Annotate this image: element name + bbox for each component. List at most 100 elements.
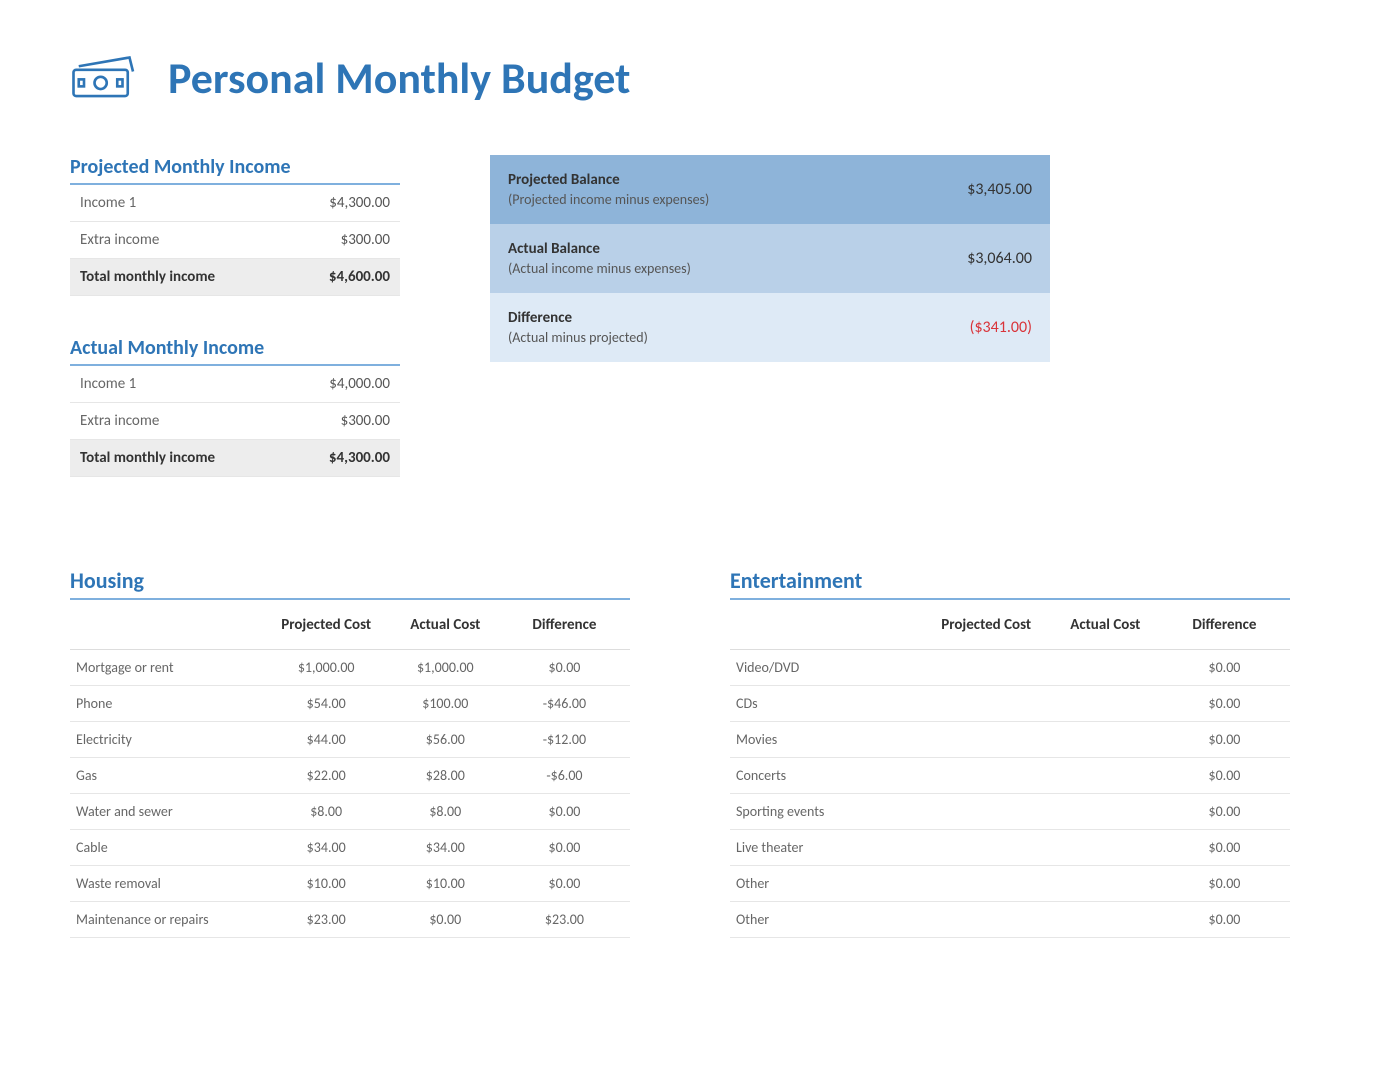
entertainment-row-diff: $0.00 xyxy=(1165,659,1284,676)
balance-row: Difference (Actual minus projected) ($341.… xyxy=(490,293,1050,362)
housing-row-actual: $0.00 xyxy=(386,911,505,928)
housing-row: Phone$54.00$100.00-$46.00 xyxy=(70,686,630,722)
actual-income-row-label: Extra income xyxy=(80,412,159,430)
balance-title: Projected Balance xyxy=(508,171,709,189)
col-difference: Difference xyxy=(1165,616,1284,635)
page-header: Personal Monthly Budget xyxy=(70,50,1330,105)
entertainment-title: Entertainment xyxy=(730,567,1290,600)
entertainment-row: Video/DVD $0.00 xyxy=(730,650,1290,686)
entertainment-row-label: Sporting events xyxy=(736,803,927,820)
actual-income-row-value: $4,000.00 xyxy=(329,375,390,393)
balance-summary: Projected Balance (Projected income minus… xyxy=(490,155,1050,362)
entertainment-row-diff: $0.00 xyxy=(1165,695,1284,712)
housing-row-projected: $23.00 xyxy=(267,911,386,928)
housing-row: Electricity$44.00$56.00-$12.00 xyxy=(70,722,630,758)
money-icon xyxy=(70,50,140,105)
housing-row: Mortgage or rent$1,000.00$1,000.00$0.00 xyxy=(70,650,630,686)
balance-value: ($341.00) xyxy=(970,318,1032,337)
housing-section: Housing Projected Cost Actual Cost Diffe… xyxy=(70,567,630,938)
housing-title: Housing xyxy=(70,567,630,600)
balance-row: Actual Balance(Actual income minus expen… xyxy=(490,224,1050,293)
entertainment-row-label: Concerts xyxy=(736,767,927,784)
entertainment-row: Other $0.00 xyxy=(730,866,1290,902)
entertainment-row-label: Video/DVD xyxy=(736,659,927,676)
projected-income-row: Income 1 $4,300.00 xyxy=(70,185,400,222)
housing-row-label: Water and sewer xyxy=(76,803,267,820)
entertainment-row-label: Other xyxy=(736,875,927,892)
housing-row-diff: $23.00 xyxy=(505,911,624,928)
col-projected: Projected Cost xyxy=(927,616,1046,635)
col-actual: Actual Cost xyxy=(1046,616,1165,635)
housing-row: Maintenance or repairs$23.00$0.00$23.00 xyxy=(70,902,630,938)
housing-row-projected: $10.00 xyxy=(267,875,386,892)
actual-income-title: Actual Monthly Income xyxy=(70,336,400,366)
housing-row-actual: $100.00 xyxy=(386,695,505,712)
housing-row-projected: $44.00 xyxy=(267,731,386,748)
projected-income-total-row: Total monthly income $4,600.00 xyxy=(70,259,400,296)
housing-row-projected: $8.00 xyxy=(267,803,386,820)
housing-columns-header: Projected Cost Actual Cost Difference xyxy=(70,606,630,650)
entertainment-row: Concerts $0.00 xyxy=(730,758,1290,794)
col-projected: Projected Cost xyxy=(267,616,386,635)
entertainment-row-diff: $0.00 xyxy=(1165,875,1284,892)
entertainment-row: CDs $0.00 xyxy=(730,686,1290,722)
actual-income-total-label: Total monthly income xyxy=(80,449,215,467)
housing-row-projected: $1,000.00 xyxy=(267,659,386,676)
balance-value: $3,064.00 xyxy=(967,249,1032,268)
balance-row: Projected Balance (Projected income minus… xyxy=(490,155,1050,224)
housing-row-diff: -$12.00 xyxy=(505,731,624,748)
projected-income-row-value: $300.00 xyxy=(341,231,390,249)
balance-subtitle: (Actual minus projected) xyxy=(508,329,648,346)
actual-income-row-value: $300.00 xyxy=(341,412,390,430)
col-difference: Difference xyxy=(505,616,624,635)
actual-income-row: Income 1 $4,000.00 xyxy=(70,366,400,403)
housing-row-actual: $56.00 xyxy=(386,731,505,748)
projected-income-title: Projected Monthly Income xyxy=(70,155,400,185)
projected-income-total-value: $4,600.00 xyxy=(329,268,390,286)
actual-income-table: Actual Monthly Income Income 1 $4,000.00 E… xyxy=(70,336,400,477)
housing-row-diff: $0.00 xyxy=(505,875,624,892)
housing-row-actual: $28.00 xyxy=(386,767,505,784)
housing-row-diff: $0.00 xyxy=(505,803,624,820)
housing-row-label: Waste removal xyxy=(76,875,267,892)
entertainment-row-label: Other xyxy=(736,911,927,928)
projected-income-total-label: Total monthly income xyxy=(80,268,215,286)
actual-income-row: Extra income $300.00 xyxy=(70,403,400,440)
housing-row-label: Cable xyxy=(76,839,267,856)
projected-income-row: Extra income $300.00 xyxy=(70,222,400,259)
housing-row-label: Mortgage or rent xyxy=(76,659,267,676)
actual-income-total-row: Total monthly income $4,300.00 xyxy=(70,440,400,477)
entertainment-row: Movies $0.00 xyxy=(730,722,1290,758)
housing-row-actual: $8.00 xyxy=(386,803,505,820)
entertainment-row-diff: $0.00 xyxy=(1165,767,1284,784)
balance-subtitle: (Projected income minus expenses) xyxy=(508,191,709,208)
entertainment-row-label: CDs xyxy=(736,695,927,712)
housing-row-actual: $34.00 xyxy=(386,839,505,856)
housing-row-projected: $34.00 xyxy=(267,839,386,856)
housing-row-label: Maintenance or repairs xyxy=(76,911,267,928)
housing-row-projected: $22.00 xyxy=(267,767,386,784)
housing-row-label: Gas xyxy=(76,767,267,784)
page-title: Personal Monthly Budget xyxy=(168,51,630,105)
projected-income-row-label: Extra income xyxy=(80,231,159,249)
entertainment-row-label: Live theater xyxy=(736,839,927,856)
projected-income-row-value: $4,300.00 xyxy=(329,194,390,212)
projected-income-table: Projected Monthly Income Income 1 $4,300.… xyxy=(70,155,400,296)
entertainment-row-label: Movies xyxy=(736,731,927,748)
housing-row-label: Electricity xyxy=(76,731,267,748)
actual-income-row-label: Income 1 xyxy=(80,375,136,393)
balance-title: Difference xyxy=(508,309,648,327)
projected-income-row-label: Income 1 xyxy=(80,194,136,212)
balance-subtitle: (Actual income minus expenses) xyxy=(508,260,691,277)
housing-row-actual: $10.00 xyxy=(386,875,505,892)
entertainment-row-diff: $0.00 xyxy=(1165,731,1284,748)
entertainment-row-diff: $0.00 xyxy=(1165,803,1284,820)
entertainment-row-diff: $0.00 xyxy=(1165,911,1284,928)
entertainment-row: Other $0.00 xyxy=(730,902,1290,938)
housing-row-label: Phone xyxy=(76,695,267,712)
entertainment-section: Entertainment Projected Cost Actual Cost… xyxy=(730,567,1290,938)
housing-row-projected: $54.00 xyxy=(267,695,386,712)
housing-row-diff: -$6.00 xyxy=(505,767,624,784)
housing-row: Water and sewer$8.00$8.00$0.00 xyxy=(70,794,630,830)
housing-row-diff: -$46.00 xyxy=(505,695,624,712)
